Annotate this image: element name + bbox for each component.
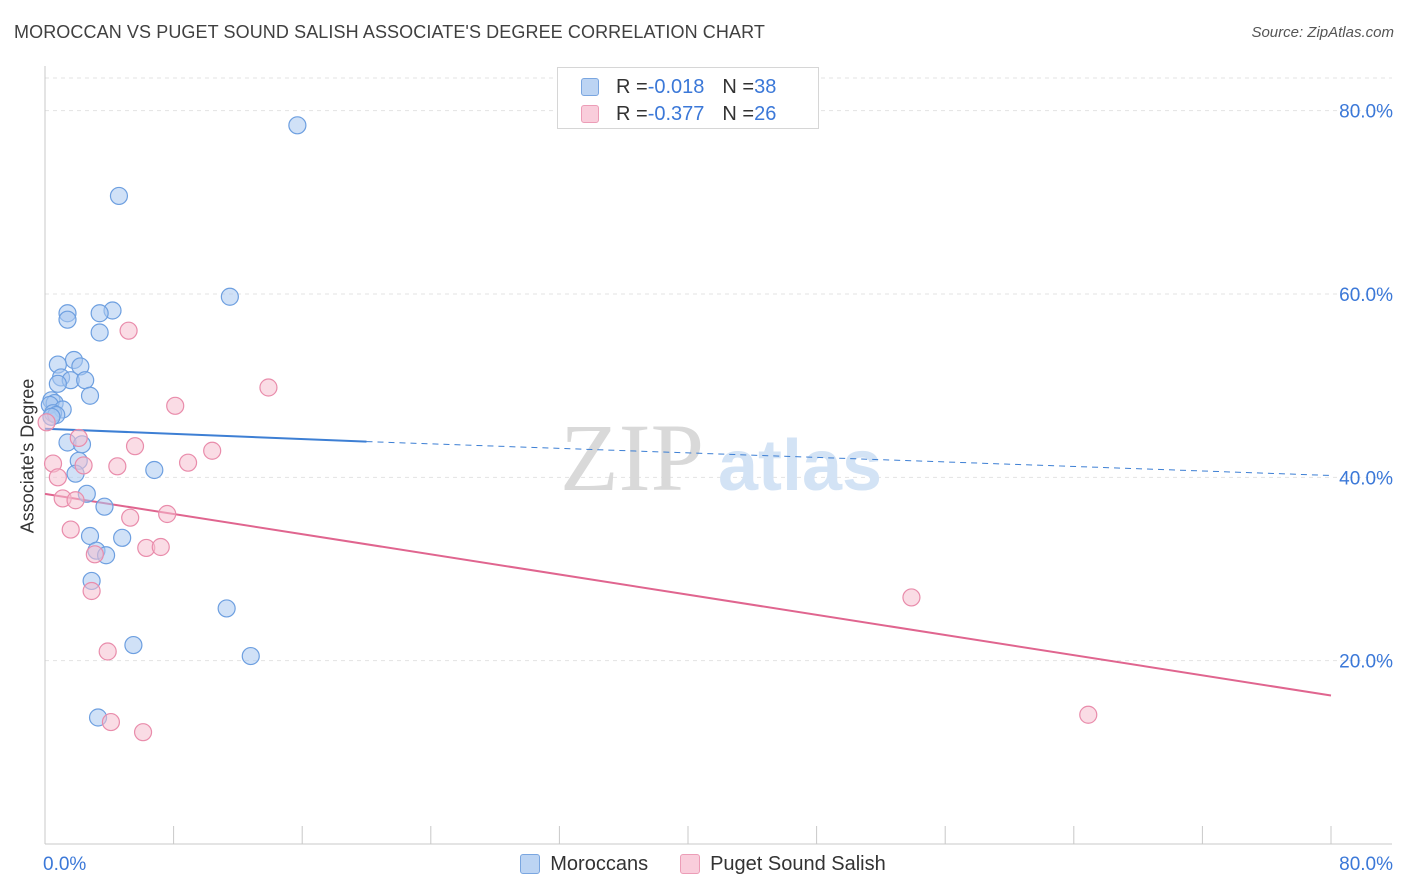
moroccans-point [90,323,109,342]
legend-item-moroccans: Moroccans [520,853,648,876]
salish-point [151,537,170,557]
stats-row-salish: R = -0.377 N = 26 [558,100,776,128]
moroccans-point [48,374,67,393]
moroccans-point [217,599,236,618]
n-value: 38 [754,75,777,98]
moroccans-point [109,186,129,206]
moroccans-point [241,646,260,666]
salish-point [85,545,104,564]
r-value: -0.018 [647,75,705,98]
trend-lines [44,427,1332,697]
r-value: -0.377 [647,102,705,125]
salish-point [203,441,222,460]
salish-point [37,413,56,432]
n-label: N = [722,102,755,125]
watermark-atlas: atlas [718,426,882,506]
salish-point [101,712,121,732]
moroccans-point [95,497,114,516]
moroccans-point [90,304,109,323]
moroccans-legend-swatch [520,854,541,874]
watermark-zip: ZIP [560,404,704,511]
y-axis-label: Associate's Degree [17,378,38,534]
y-tick-label: 20.0% [1339,652,1393,673]
y-tick-label: 40.0% [1339,468,1393,489]
axes [44,66,1392,845]
moroccans-point [58,310,77,329]
salish-point [66,491,85,510]
chart-title: MOROCCAN VS PUGET SOUND SALISH ASSOCIATE… [14,22,765,42]
moroccans-point [220,287,239,306]
salish-point [121,508,140,527]
stats-row-moroccans: R = -0.018 N = 38 [558,73,776,101]
moroccans-point [76,371,95,390]
salish-point [48,468,67,487]
salish-point [1079,705,1098,724]
salish-point [178,453,198,472]
salish-point [259,378,278,397]
n-label: N = [722,75,755,98]
y-tick-label: 60.0% [1339,285,1393,306]
salish-trend-line [44,492,1332,697]
salish-swatch [581,105,599,123]
source-credit: Source: ZipAtlas.com [1251,24,1394,41]
salish-point [108,457,127,476]
salish-legend-swatch [680,854,701,874]
salish-point [158,504,177,524]
legend-label: Puget Sound Salish [710,852,886,875]
watermark: ZIP atlas [560,404,882,511]
moroccans-point [113,528,132,547]
y-tick-label: 80.0% [1339,102,1393,123]
salish-point [82,581,101,601]
salish-point [69,428,88,448]
tick-labels: 20.0% 40.0% 60.0% 80.0% 0.0% 80.0% [43,102,1393,875]
salish-point [902,588,921,607]
salish-point [125,437,145,456]
legend-label: Moroccans [550,852,649,875]
stats-legend: R = -0.018 N = 38 R = -0.377 N = 26 [557,67,819,129]
moroccans-point [288,116,307,135]
salish-point [61,520,80,539]
r-label: R = [616,75,648,98]
moroccans-point [124,635,143,655]
legend-item-salish: Puget Sound Salish [680,853,886,876]
salish-point [74,456,93,475]
salish-point [98,642,117,661]
moroccans-point [80,386,100,405]
x-tick-label: 0.0% [43,854,86,875]
series-legend: Moroccans Puget Sound Salish [0,850,1406,878]
n-value: 26 [754,102,777,125]
moroccans-trend-line [44,427,367,443]
r-label: R = [616,102,648,125]
moroccans-swatch [581,78,599,96]
moroccans-trend-extension [366,441,1332,476]
salish-point [166,396,185,415]
salish-point [119,321,138,340]
data-points [37,116,1098,742]
x-tick-label: 80.0% [1339,854,1393,875]
salish-point [133,723,153,742]
gridlines [45,77,1392,662]
moroccans-point [145,460,164,480]
